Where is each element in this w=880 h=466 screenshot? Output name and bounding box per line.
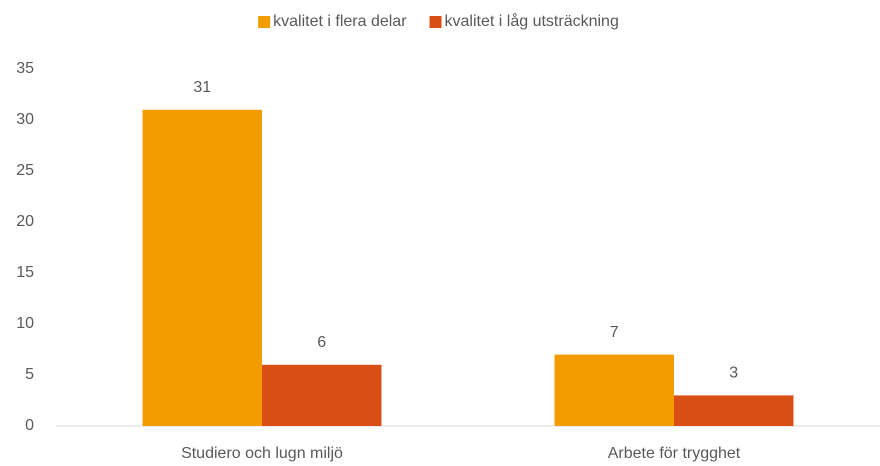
y-tick-label: 5 — [25, 366, 34, 383]
y-tick-label: 0 — [25, 417, 34, 434]
legend-label: kvalitet i låg utsträckning — [445, 12, 619, 30]
legend-label: kvalitet i flera delar — [273, 13, 407, 30]
data-label: 31 — [193, 79, 211, 96]
bar — [142, 109, 262, 427]
x-tick-label: Studiero och lugn miljö — [181, 445, 343, 462]
y-tick-label: 20 — [16, 213, 34, 230]
legend-swatch — [258, 16, 271, 28]
y-tick-label: 30 — [16, 111, 34, 128]
data-label: 3 — [729, 365, 738, 382]
data-label: 6 — [317, 334, 326, 351]
bar — [674, 395, 794, 426]
bar — [554, 354, 674, 426]
y-tick-label: 35 — [16, 60, 34, 77]
data-label: 7 — [610, 324, 619, 341]
bar — [262, 364, 382, 426]
x-tick-label: Arbete för trygghet — [608, 445, 741, 462]
y-tick-label: 25 — [16, 162, 34, 179]
legend-swatch — [429, 16, 442, 28]
y-tick-label: 10 — [16, 315, 34, 332]
y-tick-label: 15 — [16, 264, 34, 281]
